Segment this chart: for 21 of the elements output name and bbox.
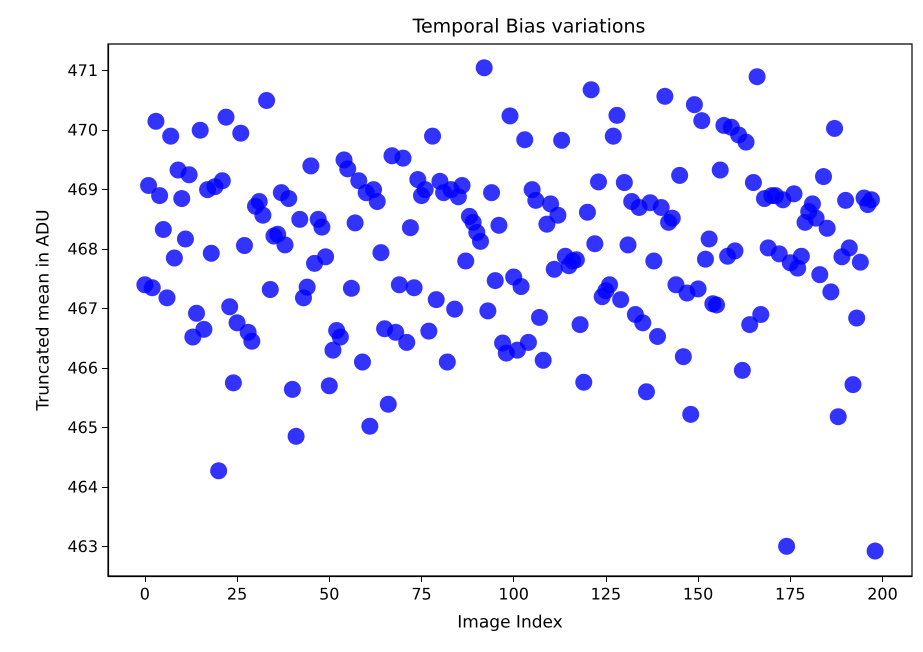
x-tick-label: 0 xyxy=(140,584,150,604)
y-tick-label: 471 xyxy=(67,61,98,80)
y-tick-label: 466 xyxy=(67,358,98,378)
y-tick-label: 470 xyxy=(67,120,98,140)
chart-title: Temporal Bias variations xyxy=(412,16,646,38)
y-tick-label: 464 xyxy=(67,477,98,496)
y-tick-label: 467 xyxy=(67,299,98,318)
y-axis-title: Truncated mean in ADU xyxy=(34,209,54,412)
y-tick-label: 463 xyxy=(67,536,98,556)
x-tick-label: 200 xyxy=(867,584,898,604)
x-axis-title: Image Index xyxy=(457,612,563,632)
x-tick-label: 50 xyxy=(319,584,340,604)
x-tick-label: 100 xyxy=(498,584,529,604)
x-tick-label: 150 xyxy=(682,584,714,604)
x-tick-label: 175 xyxy=(775,584,806,604)
y-tick-label: 469 xyxy=(67,180,98,200)
x-tick-label: 75 xyxy=(411,584,432,604)
x-tick-label: 125 xyxy=(590,584,622,604)
y-tick-label: 468 xyxy=(67,240,98,259)
y-tick-label: 465 xyxy=(67,418,98,437)
x-tick-label: 25 xyxy=(226,584,248,604)
